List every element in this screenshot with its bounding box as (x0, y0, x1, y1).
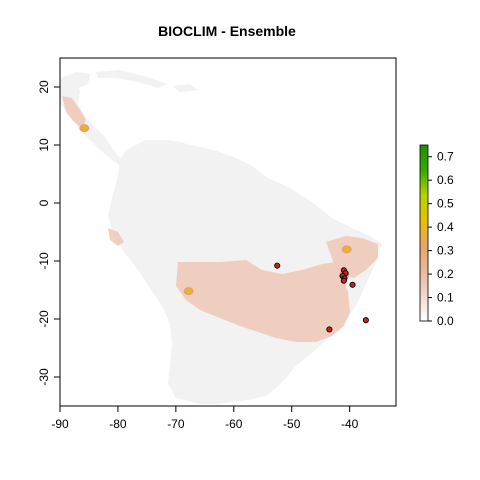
y-tick-label: 0 (37, 199, 51, 206)
x-tick-label: -50 (283, 417, 301, 431)
legend-tick-label: 0.5 (437, 197, 454, 211)
central-america-landmass (60, 78, 124, 166)
y-tick-label: -20 (37, 310, 51, 328)
legend-tick-label: 0.0 (437, 314, 454, 328)
legend-tick-label: 0.2 (437, 267, 454, 281)
y-tick-label: -10 (37, 252, 51, 270)
map-title: BIOCLIM - Ensemble (158, 23, 296, 39)
occurrence-point (326, 326, 333, 333)
x-tick-label: -60 (225, 417, 243, 431)
legend-tick-label: 0.4 (437, 220, 454, 234)
legend-tick-label: 0.1 (437, 291, 454, 305)
suitability-patch-core (344, 247, 350, 252)
x-tick-label: -80 (109, 417, 127, 431)
y-tick-label: 20 (37, 80, 51, 94)
occurrence-points (274, 262, 369, 333)
legend-tick-label: 0.3 (437, 244, 454, 258)
suitability-patch-core (81, 126, 87, 131)
y-tick-label: 10 (37, 138, 51, 152)
suitability-zone-northeast-brazil (326, 236, 378, 278)
occurrence-point (362, 317, 369, 324)
legend-color-bar (419, 144, 429, 322)
plot-frame (59, 57, 397, 407)
x-axis: -90 -80 -70 -60 -50 -40 (51, 406, 359, 431)
suitability-zone-central-america (62, 96, 86, 128)
suitability-patch-core (186, 289, 192, 294)
y-tick-label: -30 (37, 368, 51, 386)
legend-tick-label: 0.7 (437, 150, 454, 164)
legend-ticks: 0.0 0.1 0.2 0.3 0.4 0.5 0.6 0.7 (428, 150, 454, 328)
suitability-zone-andes (108, 228, 124, 246)
hispaniola-landmass (172, 84, 198, 92)
occurrence-point (274, 262, 281, 269)
plot-area (60, 70, 382, 404)
occurrence-point (349, 281, 356, 288)
legend: 0.0 0.1 0.2 0.3 0.4 0.5 0.6 0.7 (419, 144, 454, 328)
x-tick-label: -90 (51, 417, 69, 431)
x-tick-label: -70 (167, 417, 185, 431)
y-axis: 20 10 0 -10 -20 -30 (37, 80, 60, 386)
cuba-landmass (96, 70, 168, 88)
occurrence-point (340, 277, 347, 284)
suitability-zone-central-brazil (176, 260, 350, 342)
legend-tick-label: 0.6 (437, 173, 454, 187)
x-tick-label: -40 (341, 417, 359, 431)
yucatan-landmass (60, 72, 90, 90)
